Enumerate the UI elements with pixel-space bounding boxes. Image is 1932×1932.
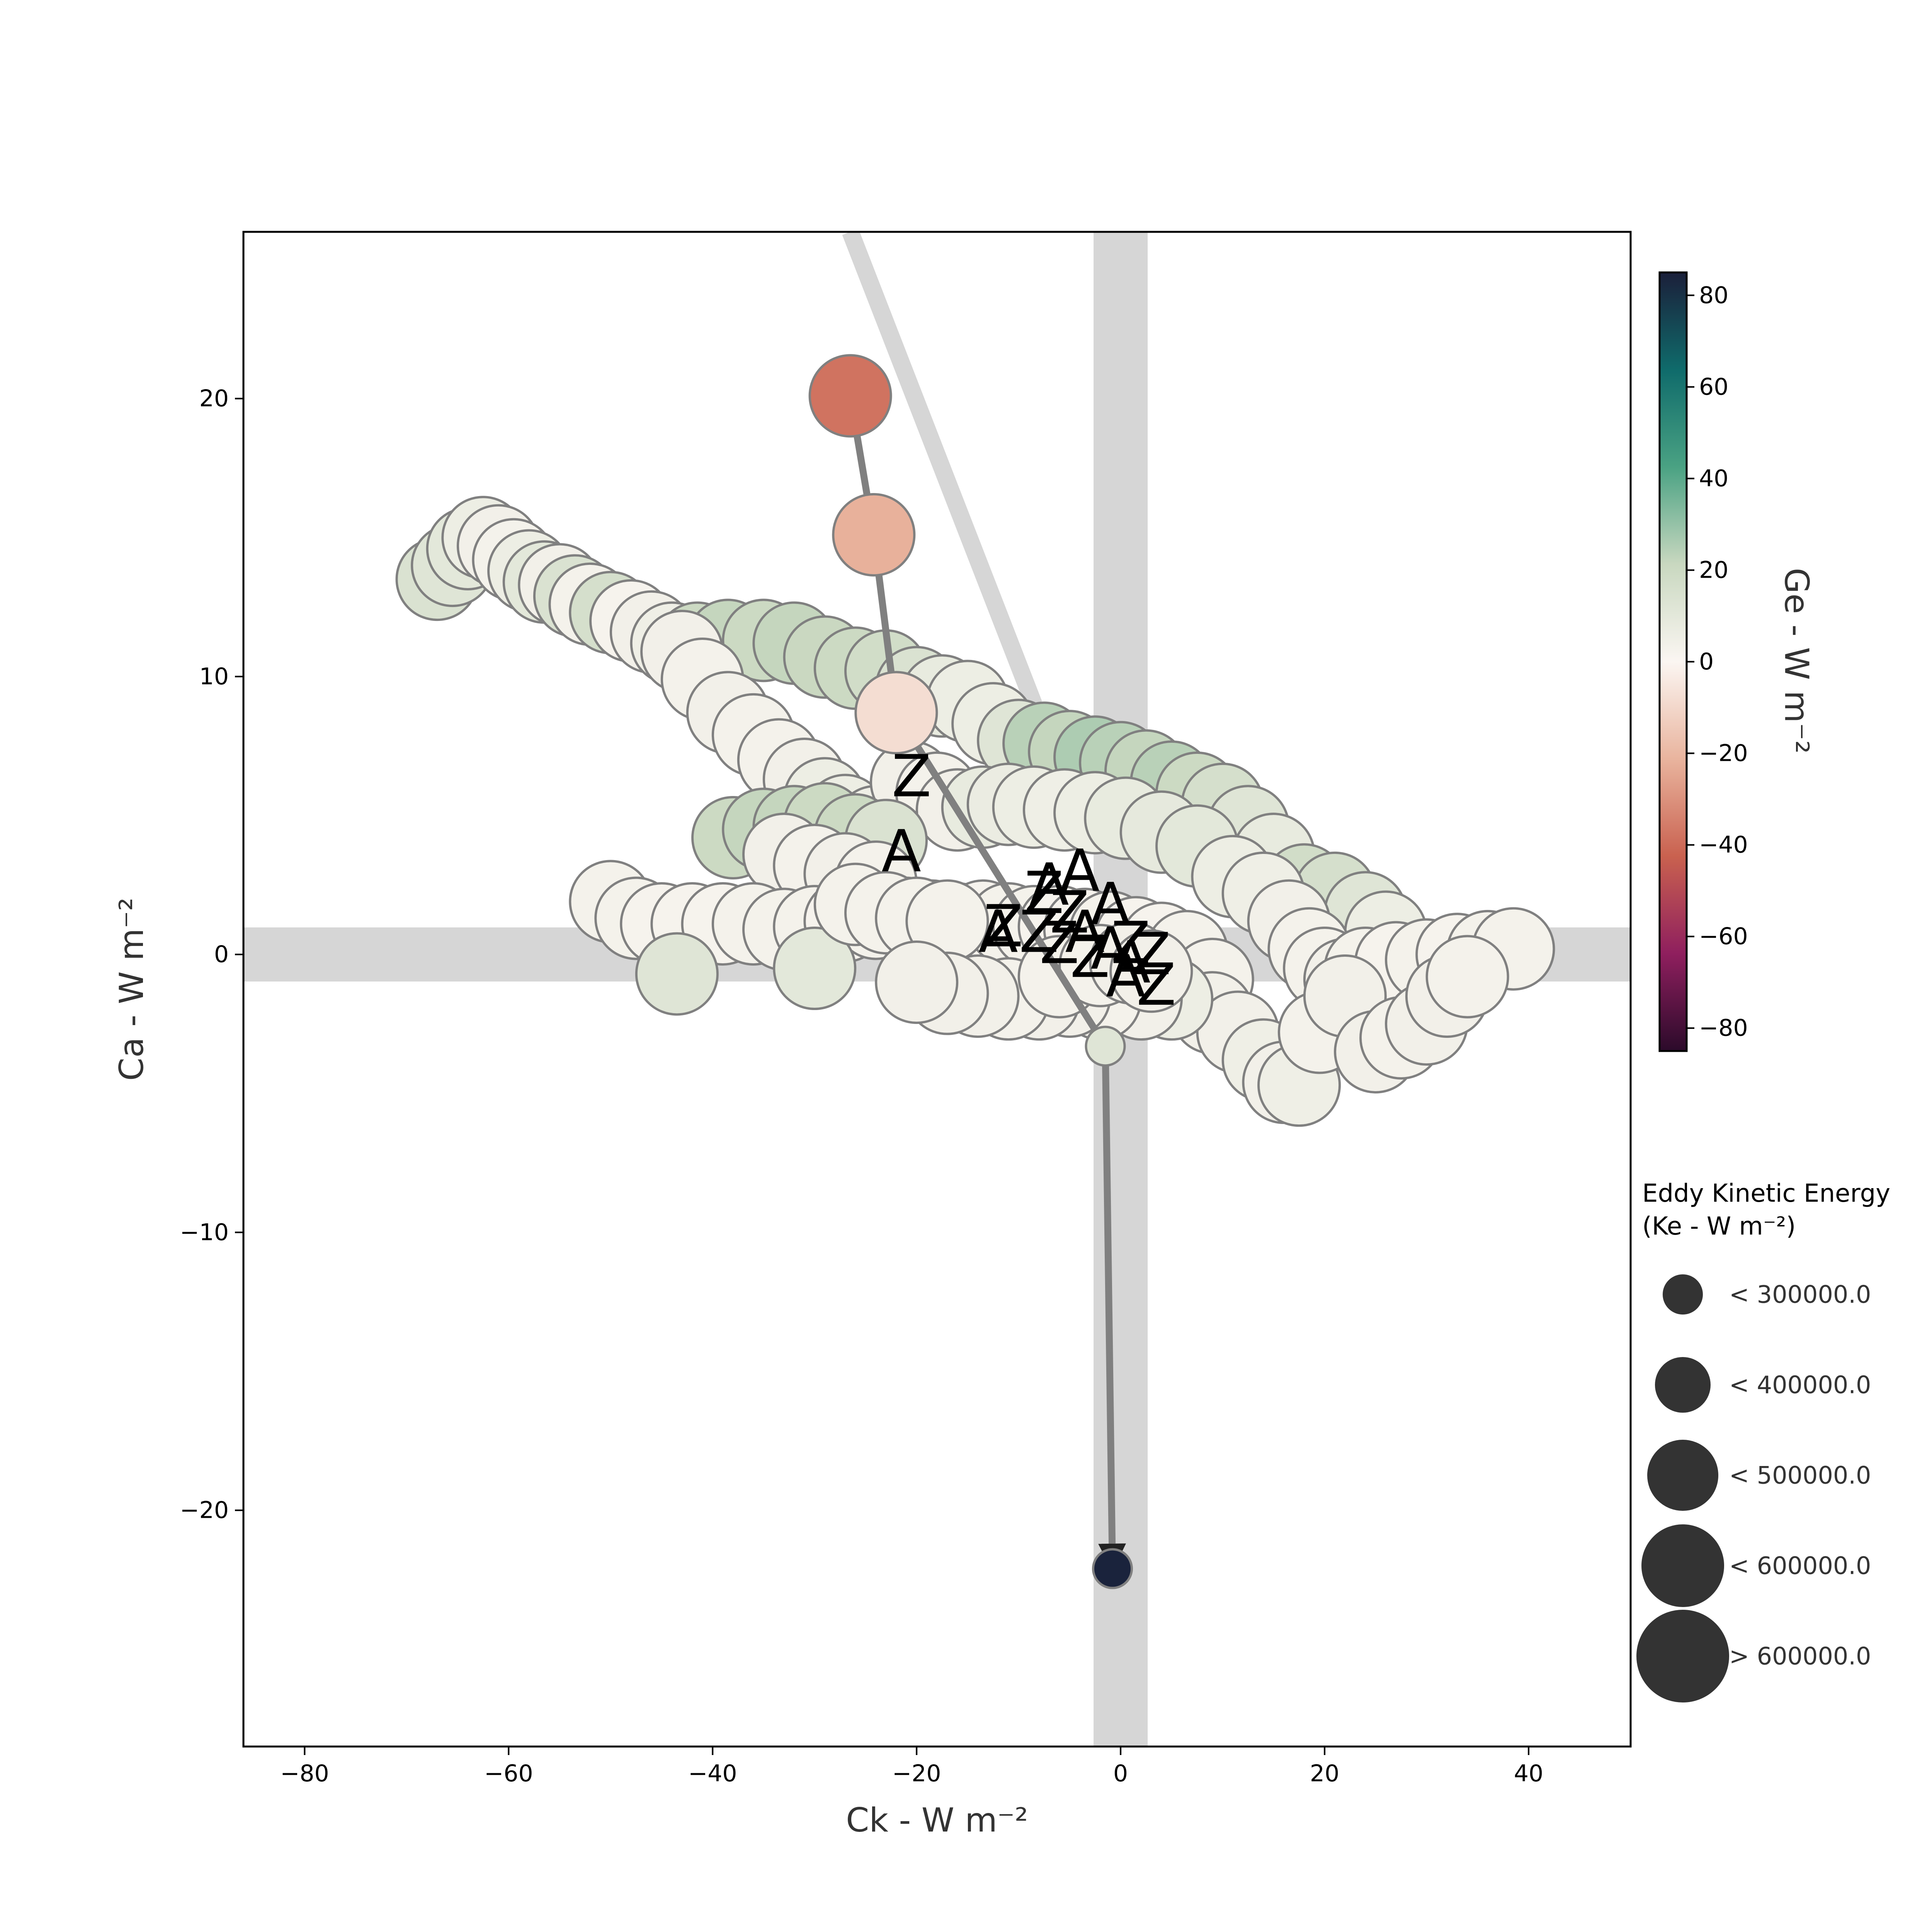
track-point bbox=[1085, 1026, 1126, 1067]
colorbar-tick-label: 0 bbox=[1699, 648, 1714, 675]
colorbar: 80 60 40 20 0 −20 −40 −60 −80 Ge - W m⁻² bbox=[1658, 271, 1816, 1052]
y-axis-label: Ca - W m⁻² bbox=[112, 898, 151, 1081]
size-legend-marker bbox=[1641, 1524, 1724, 1607]
scatter-point bbox=[635, 932, 719, 1016]
x-tick-label: −60 bbox=[484, 1760, 533, 1787]
x-tick-label: 20 bbox=[1310, 1760, 1339, 1787]
y-axis-ticks: 20 10 0 −10 −20 bbox=[180, 385, 243, 1524]
colorbar-tick-label: −20 bbox=[1699, 740, 1748, 767]
track-letter: A bbox=[1065, 899, 1105, 966]
track-letter: Z bbox=[1131, 921, 1171, 988]
track-point bbox=[1092, 1548, 1133, 1589]
size-legend-marker bbox=[1655, 1357, 1711, 1413]
track-letter: Z bbox=[1039, 910, 1079, 977]
colorbar-tick-label: −40 bbox=[1699, 832, 1748, 859]
scatter-point bbox=[1425, 935, 1509, 1019]
track-letter: A bbox=[1106, 943, 1146, 1010]
size-legend-title-line1: Eddy Kinetic Energy bbox=[1642, 1179, 1890, 1208]
colorbar-tick-label: 20 bbox=[1699, 556, 1728, 583]
x-tick-label: −20 bbox=[892, 1760, 941, 1787]
size-legend-label: < 500000.0 bbox=[1729, 1461, 1871, 1490]
colorbar-gradient bbox=[1658, 271, 1688, 1052]
track-letter: A bbox=[1090, 915, 1130, 983]
size-legend: Eddy Kinetic Energy (Ke - W m⁻²) < 30000… bbox=[1636, 1179, 1890, 1702]
colorbar-tick-label: 60 bbox=[1699, 373, 1728, 400]
size-legend-marker bbox=[1647, 1440, 1718, 1511]
diagonal-reference-line bbox=[842, 232, 1042, 707]
scatter-point bbox=[773, 927, 857, 1010]
track-letter: Z bbox=[983, 893, 1023, 960]
track-point bbox=[832, 493, 916, 577]
highlight-track bbox=[808, 354, 1133, 1589]
colorbar-label: Ge - W m⁻² bbox=[1777, 568, 1816, 753]
track-letter: A bbox=[881, 818, 921, 885]
scatter-points bbox=[395, 496, 1555, 1127]
y-tick-label: 10 bbox=[199, 663, 229, 690]
y-tick-label: 0 bbox=[214, 941, 229, 968]
scatter-point bbox=[1109, 929, 1193, 1013]
track-letter: Z bbox=[1070, 923, 1110, 991]
size-legend-label: < 300000.0 bbox=[1729, 1281, 1871, 1309]
y-tick-label: −10 bbox=[180, 1219, 229, 1246]
size-legend-label: < 600000.0 bbox=[1729, 1552, 1871, 1580]
colorbar-ticks: 80 60 40 20 0 −20 −40 −60 −80 bbox=[1687, 282, 1748, 1042]
track-letter: Z bbox=[1019, 899, 1059, 966]
colorbar-tick-label: −80 bbox=[1699, 1015, 1748, 1042]
colorbar-tick-label: 40 bbox=[1699, 465, 1728, 492]
x-tick-label: 40 bbox=[1514, 1760, 1543, 1787]
y-tick-label: 20 bbox=[199, 385, 229, 412]
size-legend-marker bbox=[1636, 1610, 1729, 1702]
track-letter: A bbox=[1090, 871, 1130, 938]
size-legend-label: < 400000.0 bbox=[1729, 1371, 1871, 1399]
x-axis-ticks: −80 −60 −40 −20 0 20 40 bbox=[280, 1747, 1543, 1787]
track-letter: A bbox=[978, 899, 1018, 966]
track-letter: Z bbox=[892, 743, 932, 810]
size-legend-marker bbox=[1663, 1274, 1703, 1315]
track-letter: Z bbox=[1136, 951, 1176, 1019]
track-letter: A bbox=[1029, 851, 1069, 918]
track-letter: A bbox=[1060, 837, 1100, 905]
size-legend-title-line2: (Ke - W m⁻²) bbox=[1642, 1212, 1796, 1241]
colorbar-tick-label: 80 bbox=[1699, 282, 1728, 309]
x-tick-label: 0 bbox=[1113, 1760, 1128, 1787]
y-tick-label: −20 bbox=[180, 1497, 229, 1524]
track-letter: A bbox=[1111, 929, 1151, 997]
x-tick-label: −80 bbox=[280, 1760, 329, 1787]
x-axis-label: Ck - W m⁻² bbox=[846, 1801, 1028, 1840]
track-segment bbox=[1098, 1046, 1126, 1571]
track-point bbox=[854, 671, 938, 755]
colorbar-tick-label: −60 bbox=[1699, 923, 1748, 950]
track-segment bbox=[893, 711, 1109, 1048]
track-letter: Z bbox=[1111, 910, 1151, 977]
track-point bbox=[808, 354, 892, 438]
plot-frame bbox=[242, 231, 1632, 1748]
scatter-point bbox=[875, 940, 959, 1024]
size-legend-label: > 600000.0 bbox=[1729, 1642, 1871, 1670]
track-letter: Z bbox=[1024, 860, 1064, 927]
track-letter: Z bbox=[1050, 879, 1090, 946]
x-tick-label: −40 bbox=[688, 1760, 737, 1787]
